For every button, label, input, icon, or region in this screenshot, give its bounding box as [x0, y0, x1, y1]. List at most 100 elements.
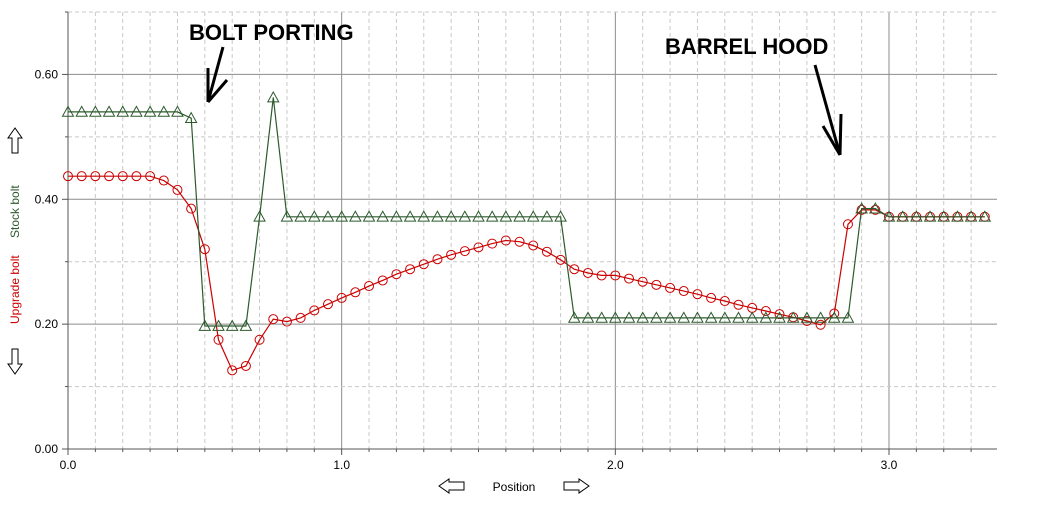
- data-point: [459, 246, 470, 257]
- data-point: [184, 111, 198, 124]
- data-point: [143, 105, 157, 117]
- arrow-down-icon[interactable]: [7, 348, 23, 375]
- data-point: [882, 210, 896, 222]
- arrow-right-icon[interactable]: [563, 478, 590, 494]
- data-point: [951, 210, 964, 222]
- data-point: [610, 270, 621, 281]
- data-point: [307, 210, 321, 222]
- data-point: [692, 289, 703, 300]
- data-point: [595, 311, 608, 323]
- y-tick-label: 0.00: [35, 442, 59, 456]
- tick-labels: 0.0 1.0 2.0 3.0 0.00 0.20 0.40 0.60: [35, 67, 898, 472]
- data-point: [212, 319, 225, 331]
- data-point: [567, 311, 581, 323]
- data-point: [444, 210, 458, 222]
- series-line: [68, 97, 985, 327]
- data-point: [514, 236, 525, 247]
- data-point: [774, 309, 785, 320]
- data-point: [540, 210, 554, 222]
- data-point: [431, 210, 444, 222]
- data-point: [569, 264, 580, 275]
- data-point: [800, 311, 814, 323]
- data-point: [596, 270, 607, 281]
- data-point: [760, 306, 771, 317]
- annotation-bolt-porting: BOLT PORTING: [189, 20, 354, 45]
- axes: [62, 11, 997, 455]
- data-point: [390, 210, 403, 222]
- data-point: [472, 210, 485, 222]
- data-point: [937, 210, 951, 222]
- data-point: [868, 202, 882, 214]
- arrow-left-icon[interactable]: [438, 478, 465, 494]
- data-point: [650, 311, 663, 323]
- data-point: [910, 210, 923, 222]
- data-point: [131, 171, 142, 182]
- data-point: [75, 105, 89, 117]
- data-point: [432, 254, 443, 265]
- data-point: [678, 286, 689, 297]
- data-point: [827, 311, 841, 323]
- data-point: [391, 269, 402, 280]
- data-point: [814, 311, 827, 323]
- data-point: [622, 311, 636, 323]
- data-point: [841, 311, 855, 323]
- data-point: [157, 105, 171, 117]
- data-point: [321, 210, 335, 222]
- data-point: [923, 210, 937, 222]
- data-point: [198, 319, 212, 331]
- data-point: [225, 319, 239, 331]
- data-point: [555, 254, 566, 265]
- series-upgrade-bolt: [63, 171, 990, 376]
- data-point: [281, 316, 292, 327]
- arrow-up-icon[interactable]: [7, 127, 23, 154]
- x-tick-label: 0.0: [60, 458, 77, 472]
- data-point: [526, 210, 540, 222]
- series: [61, 90, 992, 376]
- data-point: [336, 292, 347, 303]
- data-point: [663, 311, 677, 323]
- data-point: [446, 249, 457, 260]
- data-point: [89, 105, 102, 117]
- data-point: [732, 311, 745, 323]
- data-point: [704, 311, 718, 323]
- data-point: [870, 204, 881, 215]
- data-point: [268, 314, 279, 325]
- data-point: [786, 311, 800, 323]
- data-point: [896, 210, 910, 222]
- data-point: [90, 171, 101, 182]
- data-point: [554, 210, 567, 222]
- data-point: [485, 210, 499, 222]
- data-point: [186, 203, 197, 214]
- data-point: [158, 175, 169, 186]
- series-line: [68, 175, 985, 372]
- data-point: [458, 210, 472, 222]
- data-point: [364, 281, 375, 292]
- data-point: [172, 184, 183, 195]
- data-point: [773, 311, 786, 323]
- data-point: [145, 171, 156, 182]
- data-point: [76, 171, 87, 182]
- data-point: [637, 276, 648, 287]
- data-point: [665, 282, 676, 293]
- data-point: [541, 246, 552, 257]
- data-point: [61, 105, 75, 117]
- data-point: [403, 210, 417, 222]
- data-point: [350, 287, 361, 298]
- data-point: [102, 105, 116, 117]
- data-point: [266, 90, 280, 103]
- data-point: [759, 311, 773, 323]
- series-stock-bolt: [61, 90, 992, 331]
- data-point: [842, 219, 853, 230]
- data-point: [254, 334, 265, 345]
- data-point: [636, 311, 650, 323]
- data-point: [513, 210, 526, 222]
- data-point: [691, 311, 704, 323]
- data-point: [624, 273, 635, 284]
- data-point: [116, 105, 130, 117]
- data-point: [405, 264, 416, 275]
- data-point: [117, 171, 128, 182]
- y-tick-label: 0.60: [35, 67, 59, 81]
- data-point: [964, 210, 978, 222]
- data-point: [815, 319, 826, 330]
